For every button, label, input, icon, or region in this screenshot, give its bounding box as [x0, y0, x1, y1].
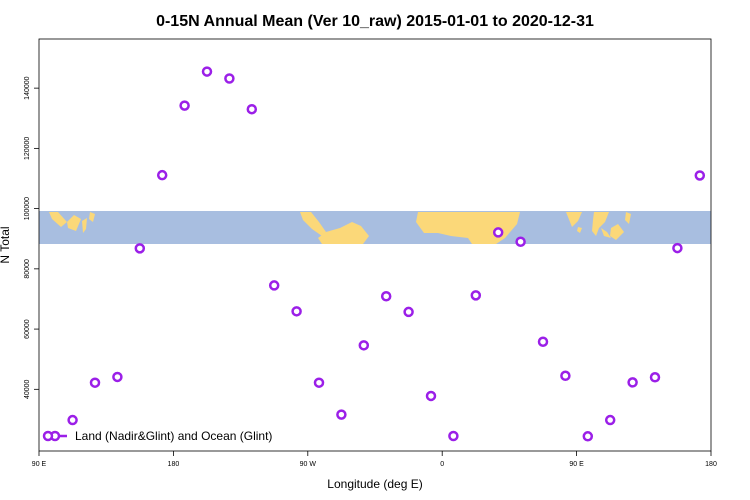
y-tick-label: 100000: [24, 197, 31, 220]
land-sumatra: [49, 212, 67, 227]
data-point: [649, 372, 661, 383]
land-sulawesi: [82, 218, 87, 233]
land-south-america: [318, 222, 369, 244]
x-tick-label: 90 W: [300, 461, 317, 468]
world-map-band: [39, 211, 711, 244]
data-point: [134, 243, 146, 254]
data-point: [156, 169, 168, 181]
y-tick-label: 60000: [24, 319, 31, 339]
land-sumatra-east: [601, 228, 611, 238]
land-africa: [416, 212, 520, 244]
land-india: [566, 212, 582, 227]
data-point: [470, 290, 482, 301]
data-point: [313, 377, 325, 388]
data-point: [67, 414, 78, 426]
legend-marker-left: [42, 430, 54, 442]
data-point: [492, 227, 504, 238]
data-point: [291, 306, 302, 317]
x-axis-ticks: 90 E 180 90 W 0 90 E 180: [32, 451, 717, 468]
land-borneo-east: [610, 224, 624, 240]
y-tick-label: 140000: [24, 76, 31, 99]
x-tick-label: 180: [705, 461, 717, 468]
y-tick-label: 80000: [24, 259, 31, 279]
scatter-points: [67, 66, 706, 442]
x-tick-label: 90 E: [32, 461, 47, 468]
land-sri-lanka: [577, 227, 582, 233]
land-philippines: [89, 212, 95, 222]
x-tick-label: 180: [168, 461, 180, 468]
data-point: [604, 414, 616, 426]
data-point: [582, 431, 594, 442]
data-point: [112, 371, 123, 383]
land-central-america: [300, 212, 326, 236]
data-point: [627, 377, 638, 388]
land-philippines-east: [625, 212, 631, 224]
y-axis-ticks: 40000 60000 80000 100000 120000 140000: [24, 76, 39, 399]
data-point: [403, 306, 414, 318]
x-tick-label: 0: [440, 461, 444, 468]
data-point: [179, 100, 190, 111]
y-tick-label: 120000: [24, 137, 31, 160]
chart-title: 0-15N Annual Mean (Ver 10_raw) 2015-01-0…: [156, 13, 594, 30]
data-point: [448, 430, 459, 442]
data-point: [380, 291, 392, 302]
legend-label: Land (Nadir&Glint) and Ocean (Glint): [75, 429, 272, 443]
data-point: [336, 409, 347, 420]
land-borneo: [67, 215, 81, 231]
land-masses: [49, 212, 631, 244]
data-point: [246, 103, 258, 115]
data-point: [560, 370, 571, 382]
ocean-band: [39, 211, 711, 244]
data-point: [358, 340, 370, 351]
data-point: [268, 280, 280, 291]
data-point: [694, 170, 706, 181]
data-point: [201, 66, 213, 77]
land-indochina: [592, 212, 609, 236]
data-point: [425, 390, 437, 402]
plot-frame: [38, 38, 712, 452]
y-axis-label: N Total: [0, 226, 12, 263]
x-tick-label: 90 E: [569, 461, 584, 468]
legend: Land (Nadir&Glint) and Ocean (Glint): [42, 429, 272, 443]
data-point: [537, 336, 549, 347]
data-point: [224, 73, 235, 84]
data-point: [515, 236, 526, 247]
data-point: [89, 377, 101, 388]
x-axis-label: Longitude (deg E): [327, 477, 422, 491]
y-tick-label: 40000: [24, 379, 31, 399]
data-point: [672, 242, 683, 254]
